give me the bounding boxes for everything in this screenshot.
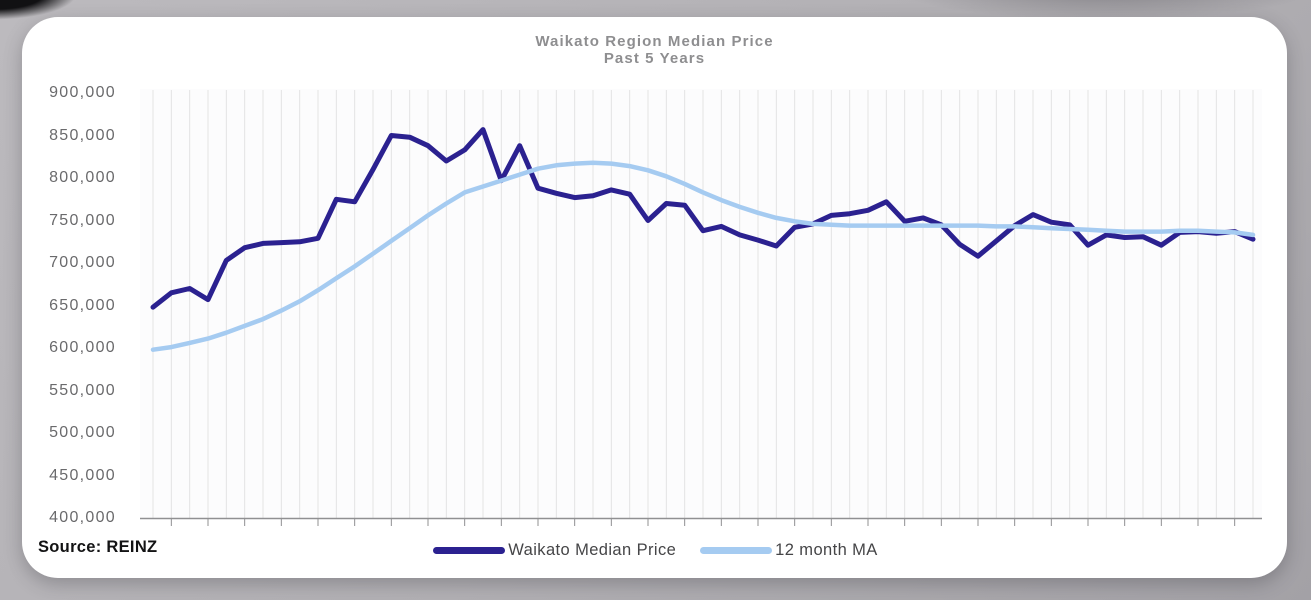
chart-subtitle: Past 5 Years	[603, 50, 706, 67]
y-axis-labels: 900,000 850,000 800,000 750,000 700,000 650,0…	[0, 0, 120, 600]
y-axis-tick-label: 850,000	[49, 126, 116, 144]
legend-swatch-12-month-ma	[700, 546, 773, 554]
y-axis-tick-label: 750,000	[49, 211, 116, 229]
y-axis-tick-label: 700,000	[49, 254, 116, 271]
y-axis-tick-label: 800,000	[49, 169, 116, 186]
y-axis-tick-label: 550,000	[49, 381, 116, 399]
chart-card: Waikato Region Median Price Past 5 Years	[22, 17, 1287, 578]
legend-label-12-month-ma: 12 month MA	[775, 540, 878, 559]
chart-legend: Waikato Median Price 12 month MA	[0, 537, 1311, 563]
source-label: Source: REINZ	[38, 538, 158, 556]
legend-label-median-price: Waikato Median Price	[508, 540, 677, 559]
y-axis-tick-label: 500,000	[49, 424, 116, 441]
y-axis-tick-label: 450,000	[49, 466, 116, 484]
y-axis-tick-label: 900,000	[49, 84, 116, 101]
y-axis-tick-label: 600,000	[49, 339, 116, 356]
chart-title: Waikato Region Median Price	[535, 33, 774, 50]
y-axis-tick-label: 650,000	[49, 296, 116, 314]
legend-item-median-price: Waikato Median Price	[433, 541, 676, 560]
legend-swatch-median-price	[433, 546, 506, 554]
y-axis-tick-label: 400,000	[49, 509, 116, 526]
legend-item-12-month-ma: 12 month MA	[700, 541, 878, 560]
